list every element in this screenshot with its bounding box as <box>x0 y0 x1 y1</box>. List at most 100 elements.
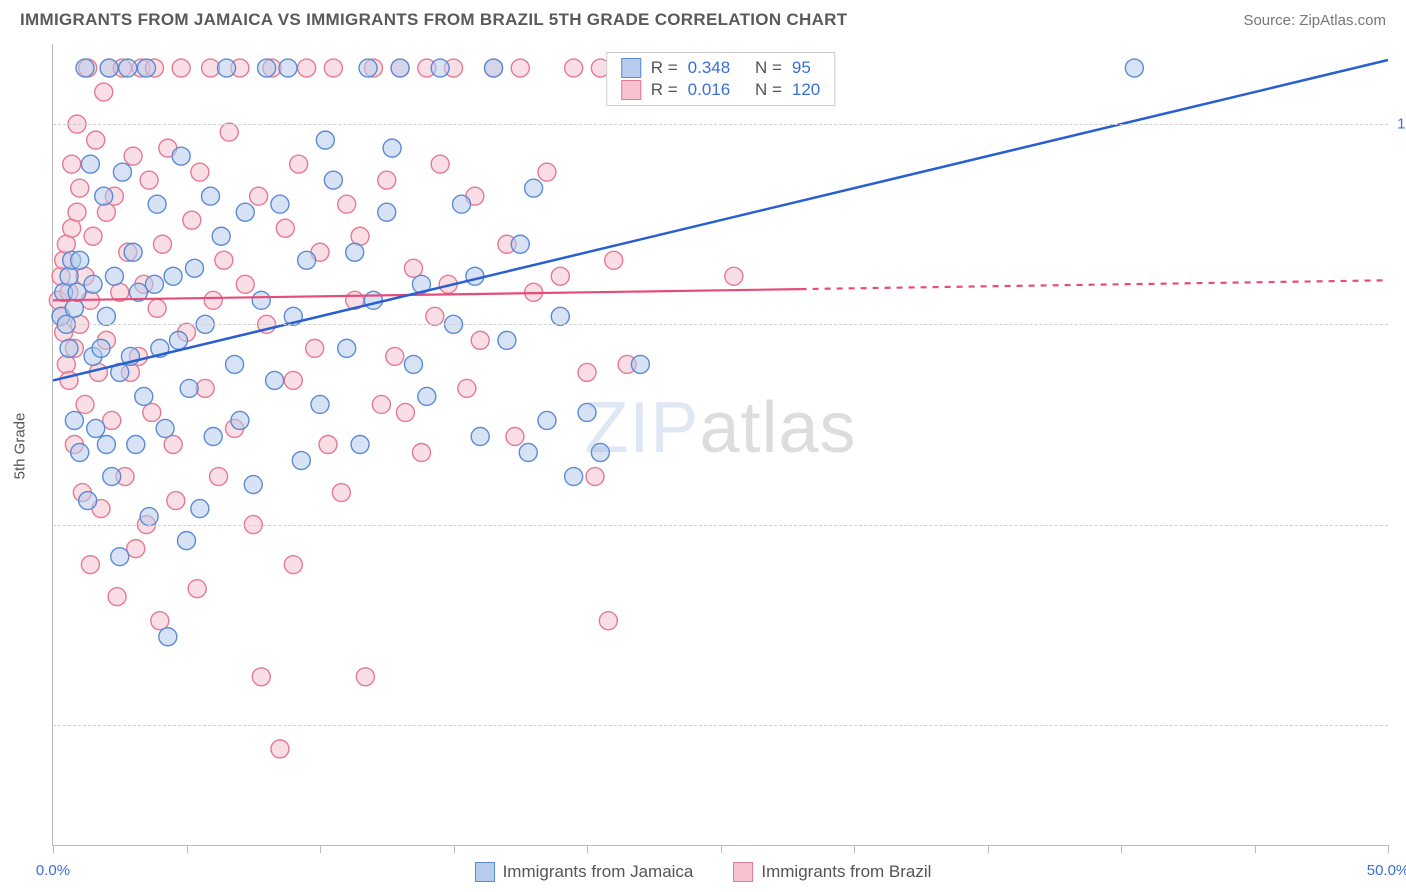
scatter-point <box>87 419 105 437</box>
r-value-brazil: 0.016 <box>688 80 731 100</box>
scatter-point <box>284 556 302 574</box>
scatter-point <box>81 556 99 574</box>
scatter-point <box>466 267 484 285</box>
scatter-point <box>578 363 596 381</box>
scatter-point <box>57 355 75 373</box>
scatter-point <box>63 219 81 237</box>
scatter-point <box>271 195 289 213</box>
scatter-point <box>124 147 142 165</box>
scatter-point <box>71 444 89 462</box>
x-tick <box>1388 845 1389 853</box>
scatter-point <box>81 155 99 173</box>
plot-region: ZIPatlas R = 0.348 N = 95 R = 0.016 N = … <box>53 44 1388 845</box>
x-tick <box>454 845 455 853</box>
scatter-point <box>578 403 596 421</box>
scatter-point <box>226 355 244 373</box>
scatter-point <box>167 492 185 510</box>
scatter-point <box>60 267 78 285</box>
scatter-point <box>218 59 236 77</box>
scatter-point <box>153 235 171 253</box>
scatter-point <box>551 307 569 325</box>
scatter-point <box>57 235 75 253</box>
chart-header: IMMIGRANTS FROM JAMAICA VS IMMIGRANTS FR… <box>0 0 1406 36</box>
scatter-point <box>151 612 169 630</box>
scatter-point <box>127 540 145 558</box>
scatter-point <box>565 468 583 486</box>
scatter-point <box>156 419 174 437</box>
bottom-legend-label-brazil: Immigrants from Brazil <box>761 862 931 882</box>
scatter-point <box>79 492 97 510</box>
scatter-point <box>386 347 404 365</box>
y-tick-label: 100.0% <box>1394 116 1406 133</box>
scatter-point <box>191 163 209 181</box>
bottom-legend: Immigrants from Jamaica Immigrants from … <box>0 862 1406 882</box>
scatter-point <box>202 59 220 77</box>
legend-stats-row-jamaica: R = 0.348 N = 95 <box>621 57 821 79</box>
scatter-point <box>60 339 78 357</box>
scatter-point <box>284 371 302 389</box>
scatter-point <box>356 668 374 686</box>
scatter-point <box>95 83 113 101</box>
x-tick <box>988 845 989 853</box>
scatter-point <box>103 468 121 486</box>
y-tick-label: 92.5% <box>1394 716 1406 733</box>
r-value-jamaica: 0.348 <box>688 58 731 78</box>
scatter-point <box>372 395 390 413</box>
scatter-point <box>458 379 476 397</box>
scatter-point <box>290 155 308 173</box>
scatter-point <box>396 403 414 421</box>
scatter-point <box>220 123 238 141</box>
r-label-brazil: R = <box>651 80 678 100</box>
scatter-point <box>378 171 396 189</box>
scatter-point <box>97 436 115 454</box>
scatter-point <box>412 444 430 462</box>
scatter-point <box>506 427 524 445</box>
y-tick-label: 95.0% <box>1394 516 1406 533</box>
scatter-point <box>266 371 284 389</box>
scatter-point <box>204 291 222 309</box>
scatter-point <box>113 163 131 181</box>
scatter-point <box>258 59 276 77</box>
scatter-point <box>276 219 294 237</box>
trend-line-dashed <box>801 280 1388 289</box>
chart-source: Source: ZipAtlas.com <box>1243 12 1386 29</box>
scatter-point <box>319 436 337 454</box>
scatter-point <box>186 259 204 277</box>
scatter-point <box>202 187 220 205</box>
gridline-horizontal <box>53 525 1388 526</box>
scatter-point <box>100 59 118 77</box>
scatter-point <box>471 427 489 445</box>
scatter-point <box>591 444 609 462</box>
scatter-point <box>538 411 556 429</box>
scatter-point <box>143 403 161 421</box>
legend-swatch-jamaica <box>621 58 641 78</box>
scatter-point <box>148 195 166 213</box>
scatter-point <box>631 355 649 373</box>
scatter-point <box>178 532 196 550</box>
scatter-point <box>127 436 145 454</box>
scatter-point <box>172 147 190 165</box>
scatter-point <box>498 331 516 349</box>
scatter-point <box>103 411 121 429</box>
scatter-point <box>191 500 209 518</box>
r-label-jamaica: R = <box>651 58 678 78</box>
scatter-point <box>210 468 228 486</box>
y-axis-label: 5th Grade <box>12 413 29 480</box>
scatter-point <box>65 299 83 317</box>
scatter-point <box>316 131 334 149</box>
scatter-point <box>391 59 409 77</box>
scatter-point <box>519 444 537 462</box>
scatter-point <box>119 59 137 77</box>
scatter-point <box>188 580 206 598</box>
scatter-point <box>236 203 254 221</box>
legend-swatch-brazil <box>621 80 641 100</box>
scatter-point <box>586 468 604 486</box>
scatter-point <box>378 203 396 221</box>
x-tick <box>854 845 855 853</box>
scatter-point <box>89 363 107 381</box>
scatter-point <box>68 283 86 301</box>
scatter-point <box>431 155 449 173</box>
scatter-point <box>212 227 230 245</box>
scatter-point <box>180 379 198 397</box>
x-tick <box>53 845 54 853</box>
